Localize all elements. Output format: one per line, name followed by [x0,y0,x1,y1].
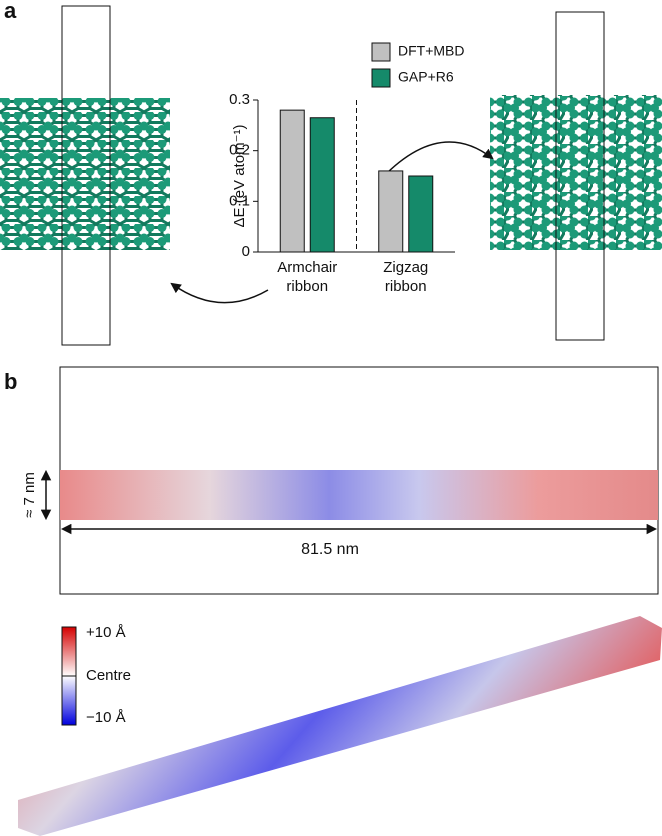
bar [378,170,404,253]
bar [279,109,305,253]
zigzag-lattice [490,95,662,250]
colorbar-label: −10 Å [86,709,126,726]
panel-label: a [4,0,17,23]
y-axis-label: ΔE (eV atom⁻¹) [231,125,248,228]
x-tick-label-box: Zigzag ribbon [383,259,429,295]
unit-cell [61,5,111,346]
y-tick-label: 0.1 [229,192,250,209]
armchair-lattice [0,98,170,250]
ribbon-top-view [60,470,658,520]
unit-cell [555,11,605,341]
legend-label: GAP+R6 [398,69,454,85]
x-tick-label: Armchair ribbon [277,259,338,295]
y-tick-label: 0.2 [229,142,250,159]
bar [408,175,434,253]
legend-swatch [371,42,391,62]
colorbar-label: Centre [86,667,131,684]
legend-label: DFT+MBD [398,43,465,59]
colorbar-label: +10 Å [86,624,126,641]
length-label: 81.5 nm [301,541,359,558]
ribbon-3d [18,616,662,836]
arrow [170,282,269,304]
panel-label: b [4,369,17,394]
legend-swatch [371,68,391,88]
y-tick-label: 0 [242,243,250,260]
bar [309,117,335,253]
x-tick-label: Zigzag ribbon [383,259,429,295]
arrow [381,141,494,179]
y-tick-label: 0.3 [229,91,250,108]
x-tick-label-box: Armchair ribbon [277,259,338,295]
bar-chart: 0 0.1 0.2 0.3 ΔE (eV atom⁻¹) Armchair ribbon Z… [229,42,465,295]
width-label: ≈ 7 nm [21,472,38,518]
